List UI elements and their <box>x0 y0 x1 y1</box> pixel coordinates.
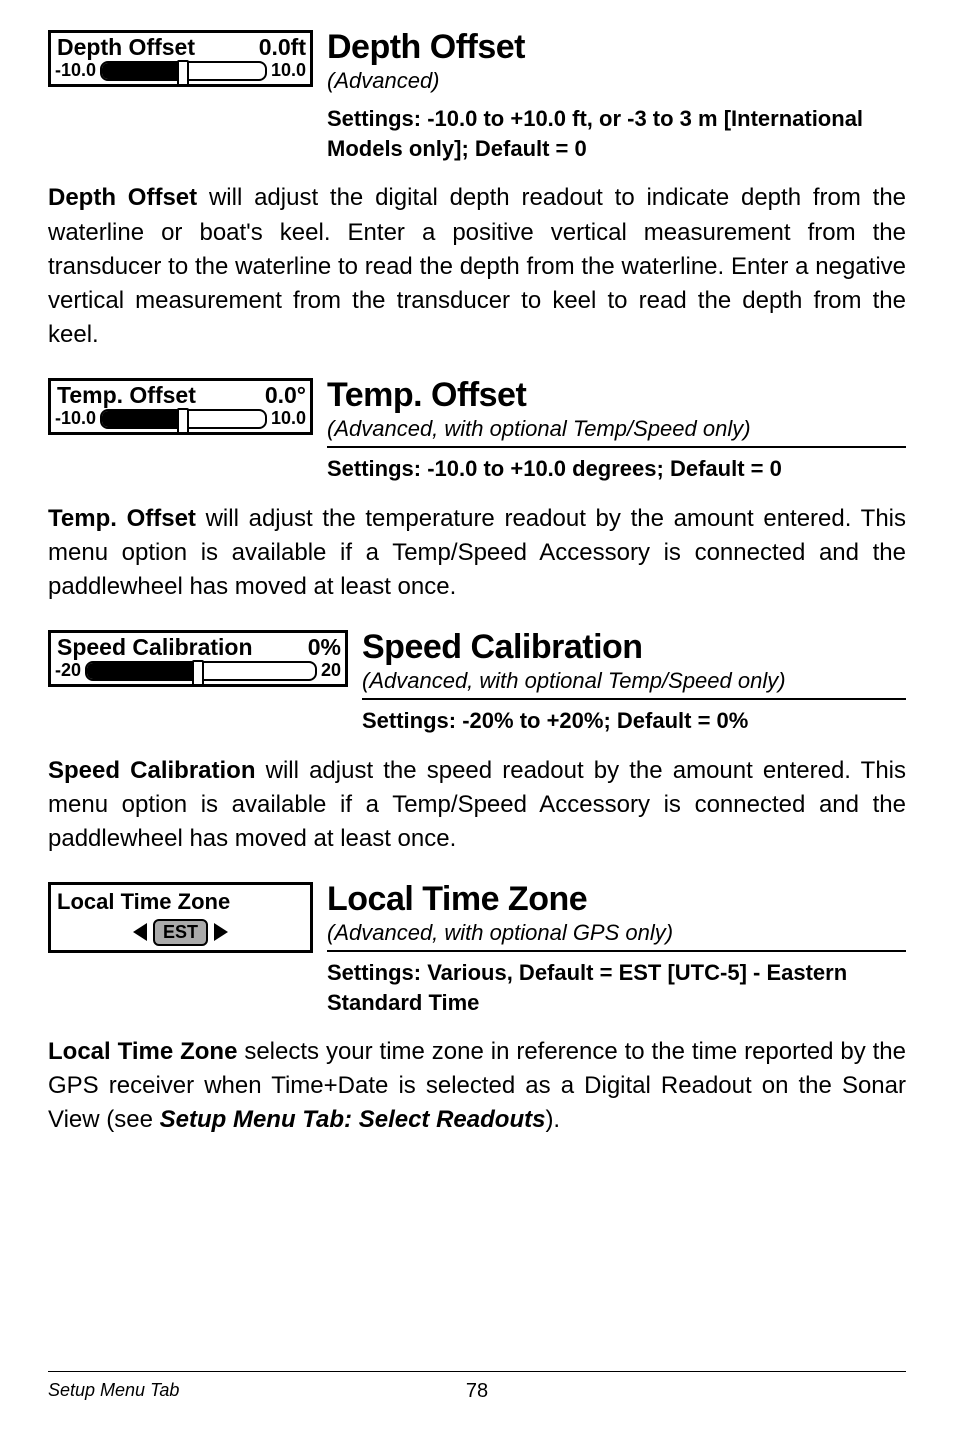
menu-min: -10.0 <box>55 408 96 429</box>
menu-top-row: Depth Offset 0.0ft <box>51 33 310 60</box>
setting-section: Speed Calibration 0% -20 20 Speed Calibr… <box>48 630 906 856</box>
menu-selected-value[interactable]: EST <box>153 919 208 946</box>
menu-max: 20 <box>321 660 341 681</box>
setting-section: Depth Offset 0.0ft -10.0 10.0 Depth Offs… <box>48 30 906 352</box>
setting-section: Temp. Offset 0.0° -10.0 10.0 Temp. Offse… <box>48 378 906 604</box>
menu-setting-box: Depth Offset 0.0ft -10.0 10.0 <box>48 30 313 87</box>
menu-value: 0.0° <box>265 383 306 408</box>
settings-text: Settings: -20% to +20%; Default = 0% <box>362 706 906 736</box>
chevron-right-icon[interactable] <box>214 923 228 941</box>
section-body: Speed Calibration will adjust the speed … <box>48 754 906 856</box>
section-subtitle: (Advanced, with optional Temp/Speed only… <box>327 416 906 448</box>
section-body: Depth Offset will adjust the digital dep… <box>48 181 906 351</box>
heading-column: Speed Calibration (Advanced, with option… <box>362 630 906 736</box>
section-title: Local Time Zone <box>327 882 906 918</box>
settings-text: Settings: Various, Default = EST [UTC-5]… <box>327 958 906 1017</box>
menu-setting-box: Speed Calibration 0% -20 20 <box>48 630 348 687</box>
slider[interactable] <box>100 63 267 79</box>
menu-selector-row: EST <box>57 919 304 946</box>
settings-text: Settings: -10.0 to +10.0 degrees; Defaul… <box>327 454 906 484</box>
menu-setting-box: Temp. Offset 0.0° -10.0 10.0 <box>48 378 313 435</box>
menu-top-row: Temp. Offset 0.0° <box>51 381 310 408</box>
section-header: Local Time Zone EST Local Time Zone (Adv… <box>48 882 906 1017</box>
menu-label: Temp. Offset <box>57 383 196 408</box>
section-header: Speed Calibration 0% -20 20 Speed Calibr… <box>48 630 906 736</box>
section-subtitle: (Advanced, with optional GPS only) <box>327 920 906 952</box>
menu-max: 10.0 <box>271 408 306 429</box>
menu-max: 10.0 <box>271 60 306 81</box>
menu-value: 0% <box>308 635 341 660</box>
settings-text: Settings: -10.0 to +10.0 ft, or -3 to 3 … <box>327 104 906 163</box>
section-body: Temp. Offset will adjust the temperature… <box>48 502 906 604</box>
menu-top-row: Speed Calibration 0% <box>51 633 345 660</box>
menu-label: Depth Offset <box>57 35 195 60</box>
footer-page-number: 78 <box>466 1380 488 1403</box>
menu-label: Local Time Zone <box>57 889 304 915</box>
menu-label: Speed Calibration <box>57 635 253 660</box>
section-header: Depth Offset 0.0ft -10.0 10.0 Depth Offs… <box>48 30 906 163</box>
setting-section: Local Time Zone EST Local Time Zone (Adv… <box>48 882 906 1138</box>
chevron-left-icon[interactable] <box>133 923 147 941</box>
section-header: Temp. Offset 0.0° -10.0 10.0 Temp. Offse… <box>48 378 906 484</box>
section-body: Local Time Zone selects your time zone i… <box>48 1035 906 1137</box>
menu-setting-box: Local Time Zone EST <box>48 882 313 953</box>
heading-column: Temp. Offset (Advanced, with optional Te… <box>327 378 906 484</box>
menu-min: -20 <box>55 660 81 681</box>
slider[interactable] <box>100 411 267 427</box>
section-title: Depth Offset <box>327 30 906 66</box>
menu-min: -10.0 <box>55 60 96 81</box>
heading-column: Depth Offset (Advanced) Settings: -10.0 … <box>327 30 906 163</box>
menu-slider-row: -20 20 <box>51 660 345 684</box>
page-footer: Setup Menu Tab 78 <box>48 1371 906 1401</box>
section-subtitle: (Advanced) <box>327 68 906 98</box>
menu-value: 0.0ft <box>259 35 306 60</box>
section-title: Temp. Offset <box>327 378 906 414</box>
section-subtitle: (Advanced, with optional Temp/Speed only… <box>362 668 906 700</box>
slider[interactable] <box>85 663 317 679</box>
menu-slider-row: -10.0 10.0 <box>51 408 310 432</box>
section-title: Speed Calibration <box>362 630 906 666</box>
footer-section-name: Setup Menu Tab <box>48 1380 179 1401</box>
heading-column: Local Time Zone (Advanced, with optional… <box>327 882 906 1017</box>
menu-slider-row: -10.0 10.0 <box>51 60 310 84</box>
